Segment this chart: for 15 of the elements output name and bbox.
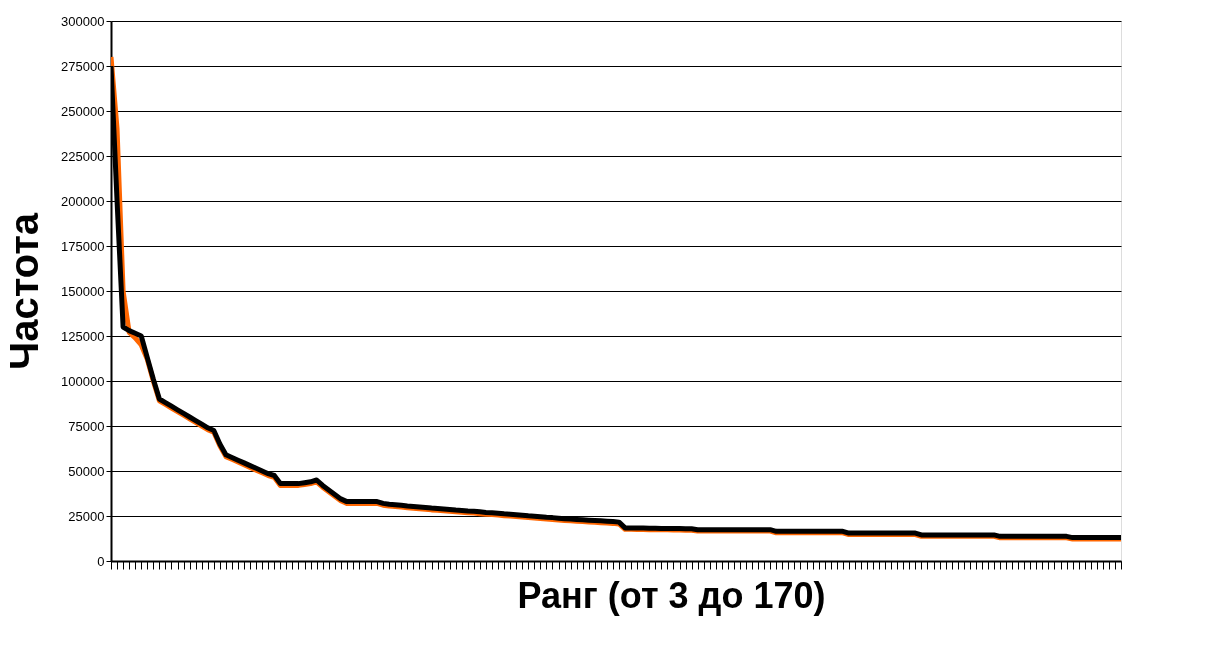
y-tick-label: 275000 <box>61 58 105 74</box>
y-tick-label: 75000 <box>68 418 105 434</box>
y-tick-label: 300000 <box>61 13 105 29</box>
y-tick-label: 50000 <box>68 463 105 479</box>
y-tick-label: 200000 <box>61 193 105 209</box>
y-tick-label: 125000 <box>61 328 105 344</box>
y-tick-label: 25000 <box>68 508 105 524</box>
y-tick-label: 175000 <box>61 238 105 254</box>
y-tick-label: 150000 <box>61 283 105 299</box>
y-tick-label: 225000 <box>61 148 105 164</box>
y-tick-label: 100000 <box>61 373 105 389</box>
y-tick-label: 0 <box>97 553 105 569</box>
x-axis-title: Ранг (от 3 до 170) <box>517 575 826 616</box>
y-tick-label: 250000 <box>61 103 105 119</box>
y-axis-title: Частота <box>2 212 47 370</box>
